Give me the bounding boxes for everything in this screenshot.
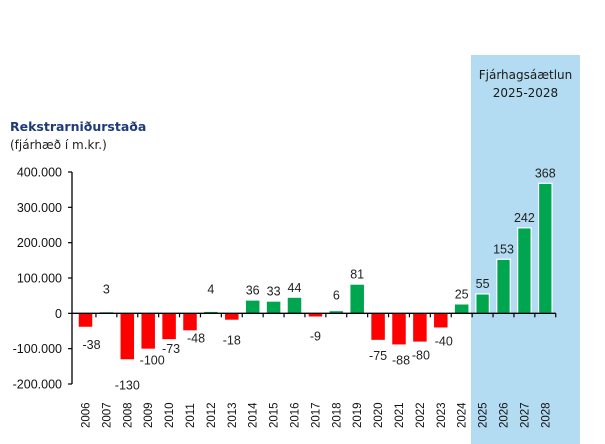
x-tick-label: 2014 <box>248 402 260 428</box>
x-tick-label: 2024 <box>457 402 469 428</box>
x-tick-label: 2028 <box>540 402 552 428</box>
x-tick-label: 2013 <box>227 402 239 428</box>
data-label-2017: -9 <box>310 330 321 344</box>
x-tick-label: 2023 <box>436 402 448 428</box>
x-tick-label: 2025 <box>478 402 490 428</box>
x-tick-label: 2012 <box>206 402 218 428</box>
x-axis: 2006 2007 2008 2009 2010 2011 2012 2013 2014 2015… <box>72 312 557 428</box>
x-tick-label: 2007 <box>101 402 113 428</box>
y-tick-label: 400.000 <box>17 166 62 180</box>
data-label-2014: 36 <box>246 284 260 298</box>
data-label-2028: 368 <box>535 166 556 180</box>
bar-2022 <box>413 313 427 342</box>
y-tick-label: -100.000 <box>13 342 62 356</box>
x-tick-label: 2009 <box>143 402 155 428</box>
data-label-2019: 81 <box>350 268 364 282</box>
data-label-2026: 153 <box>493 242 514 256</box>
x-tick-label: 2006 <box>81 402 93 428</box>
data-label-2022: -80 <box>412 349 430 363</box>
x-tick-label: 2027 <box>519 402 531 428</box>
bar-2025 <box>475 293 490 314</box>
y-tick-label: -200.000 <box>13 378 62 392</box>
bar-2026 <box>496 258 511 314</box>
data-label-2027: 242 <box>514 211 535 225</box>
data-label-2016: 44 <box>288 281 302 295</box>
x-tick-label: 2022 <box>415 402 427 428</box>
x-tick-label: 2018 <box>331 402 343 428</box>
y-tick-label: 300.000 <box>17 201 62 215</box>
x-tick-label: 2011 <box>185 403 197 428</box>
data-label-2007: 3 <box>103 282 110 296</box>
bar-2006 <box>78 313 93 327</box>
data-label-2015: 33 <box>267 285 281 299</box>
y-tick-label: 100.000 <box>17 272 62 286</box>
bar-2008 <box>120 313 135 360</box>
bar-2024 <box>454 304 469 314</box>
y-tick-label: 200.000 <box>17 236 62 250</box>
x-tick-label: 2016 <box>290 402 302 428</box>
x-tick-label: 2021 <box>394 402 406 428</box>
data-label-2011: -48 <box>187 331 205 345</box>
bar-2027 <box>517 227 532 314</box>
bar-2010 <box>162 313 176 340</box>
bar-2012 <box>204 311 218 314</box>
bar-2011 <box>183 313 197 331</box>
y-axis: 400.000 300.000 200.000 100.000 0 -100.000 -20… <box>13 166 73 392</box>
chart-title: Rekstrarniðurstaða <box>10 119 146 134</box>
data-label-2010: -73 <box>162 342 180 356</box>
data-label-2009: -100 <box>140 354 165 368</box>
data-label-2012: 4 <box>207 282 214 296</box>
bar-2023 <box>434 313 448 328</box>
x-tick-label: 2010 <box>164 402 176 428</box>
bar-2020 <box>371 313 385 340</box>
x-tick-label: 2015 <box>269 402 281 428</box>
data-label-2020: -75 <box>369 349 387 363</box>
x-tick-label: 2017 <box>310 402 322 428</box>
x-tick-label: 2026 <box>499 402 511 428</box>
x-tick-label: 2020 <box>373 402 385 428</box>
bar-2015 <box>266 301 281 314</box>
data-label-2024: 25 <box>455 288 469 302</box>
forecast-panel-label-line1: Fjárhagsáætlun <box>479 68 573 82</box>
x-tick-label: 2019 <box>352 402 364 428</box>
bar-2019 <box>350 284 364 314</box>
forecast-panel-label-line2: 2025-2028 <box>493 86 558 100</box>
bar-2018 <box>329 311 344 314</box>
data-label-2023: -40 <box>435 334 453 348</box>
x-tick-label: 2008 <box>122 402 134 428</box>
data-label-2008: -130 <box>115 378 140 392</box>
data-label-2018: 6 <box>333 288 340 302</box>
bar-2009 <box>141 313 155 349</box>
data-label-2006: -38 <box>82 338 100 352</box>
data-label-2013: -18 <box>223 334 241 348</box>
bar-2013 <box>225 313 239 320</box>
bar-2021 <box>392 313 406 345</box>
bar-2028 <box>537 182 553 314</box>
bar-2014 <box>245 300 260 314</box>
bar-2017 <box>308 313 323 317</box>
data-label-2021: -88 <box>392 353 410 367</box>
chart-subtitle: (fjárhæð í m.kr.) <box>10 138 107 152</box>
y-tick-label: 0 <box>55 307 62 321</box>
data-label-2025: 55 <box>476 277 490 291</box>
bars <box>78 182 553 360</box>
bar-2016 <box>287 297 302 314</box>
